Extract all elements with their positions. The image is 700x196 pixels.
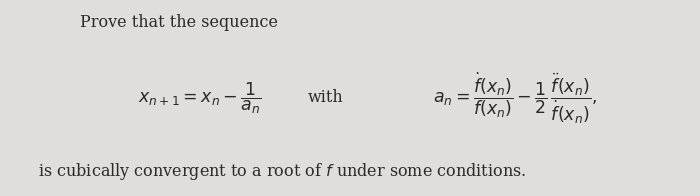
Text: Prove that the sequence: Prove that the sequence	[80, 14, 279, 31]
Text: is cubically convergent to a root of $f$ under some conditions.: is cubically convergent to a root of $f$…	[38, 161, 526, 182]
Text: $a_n = \dfrac{\dot{f}(x_n)}{f(x_n)} - \dfrac{1}{2}\,\dfrac{\ddot{f}(x_n)}{\dot{f: $a_n = \dfrac{\dot{f}(x_n)}{f(x_n)} - \d…	[433, 70, 596, 126]
Text: $x_{n+1} = x_n - \dfrac{1}{a_n}$: $x_{n+1} = x_n - \dfrac{1}{a_n}$	[138, 80, 261, 116]
Text: with: with	[307, 90, 344, 106]
